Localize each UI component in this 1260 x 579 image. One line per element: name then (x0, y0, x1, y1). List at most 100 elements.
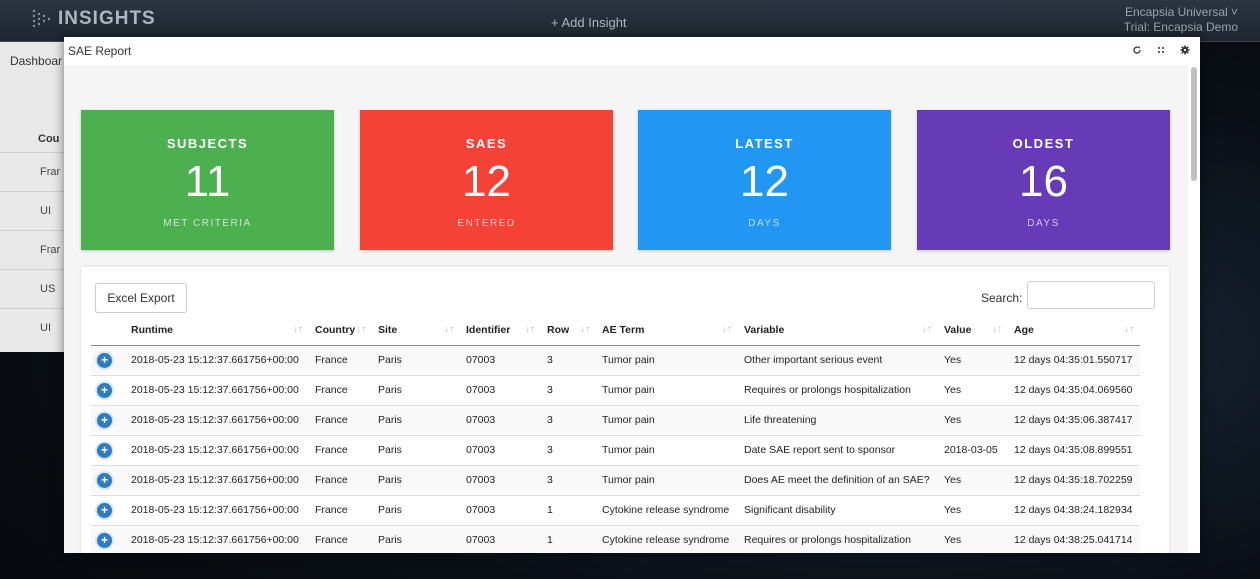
cell-identifier: 07003 (460, 494, 541, 525)
cell-identifier: 07003 (460, 434, 541, 465)
modal-header: SAE Report (64, 37, 1200, 65)
refresh-icon[interactable] (1132, 43, 1142, 57)
cell-country: France (309, 344, 372, 375)
search-input[interactable] (1027, 281, 1155, 309)
column-header-row[interactable]: Row ↓↑ (541, 315, 596, 346)
dashboard-table: Cou Frar UI Frar US UI (0, 122, 120, 347)
expand-cell: + (91, 374, 125, 405)
expand-row-icon[interactable]: + (97, 532, 112, 548)
cell-runtime: 2018-05-23 15:12:37.661756+00:00 (125, 524, 309, 553)
cell-ae-term: Tumor pain (596, 464, 738, 495)
cell-identifier: 07003 (460, 404, 541, 435)
column-header-value[interactable]: Value ↓↑ (938, 315, 1008, 346)
cell-row: 3 (541, 464, 596, 495)
scrollbar-thumb[interactable] (1191, 67, 1197, 181)
expand-column-header (91, 315, 125, 346)
cell-runtime: 2018-05-23 15:12:37.661756+00:00 (125, 344, 309, 375)
column-header-identifier[interactable]: Identifier ↓↑ (460, 315, 541, 346)
cell-value: Yes (938, 494, 1008, 525)
cell-ae-term: Cytokine release syndrome (596, 494, 738, 525)
column-header-runtime[interactable]: Runtime ↓↑ (125, 315, 309, 346)
dashboard-row: Frar (0, 152, 120, 191)
excel-export-button[interactable]: Excel Export (95, 283, 187, 313)
table-row[interactable]: +2018-05-23 15:12:37.661756+00:00 France P… (91, 494, 1140, 525)
stat-card-subtitle: MET CRITERIA (163, 218, 252, 229)
cell-runtime: 2018-05-23 15:12:37.661756+00:00 (125, 404, 309, 435)
stat-card-value: 12 (740, 157, 789, 206)
cell-site: Paris (372, 404, 460, 435)
cell-country: France (309, 464, 372, 495)
cell-country: France (309, 434, 372, 465)
dashboard-row: US (0, 269, 120, 308)
cell-variable: Life threatening (738, 404, 938, 435)
dashboard-row: UI (0, 191, 120, 230)
account-trial: Trial: Encapsia Demo (1123, 20, 1238, 34)
modal-controls (1132, 43, 1190, 57)
sae-table: Runtime ↓↑ Country ↓↑ Site ↓↑ Identifier ↓↑ … (91, 315, 1140, 553)
cell-row: 1 (541, 494, 596, 525)
cell-variable: Requires or prolongs hospitalization (738, 374, 938, 405)
cell-value: 2018-03-05 (938, 434, 1008, 465)
cell-runtime: 2018-05-23 15:12:37.661756+00:00 (125, 464, 309, 495)
expand-row-icon[interactable]: + (97, 412, 112, 428)
brand[interactable]: INSIGHTS (30, 8, 156, 30)
table-row[interactable]: +2018-05-23 15:12:37.661756+00:00 France P… (91, 404, 1140, 435)
cell-ae-term: Tumor pain (596, 374, 738, 405)
cell-site: Paris (372, 434, 460, 465)
cell-age: 12 days 04:38:25.041714 (1008, 524, 1140, 553)
expand-row-icon[interactable]: + (97, 382, 112, 398)
cell-row: 3 (541, 344, 596, 375)
table-row[interactable]: +2018-05-23 15:12:37.661756+00:00 France P… (91, 344, 1140, 375)
expand-cell: + (91, 434, 125, 465)
column-header-country[interactable]: Country ↓↑ (309, 315, 372, 346)
expand-row-icon[interactable]: + (97, 352, 112, 368)
table-row[interactable]: +2018-05-23 15:12:37.661756+00:00 France P… (91, 434, 1140, 465)
stat-card-oldest: OLDEST 16 DAYS (917, 110, 1170, 250)
modal-scrollbar[interactable] (1191, 67, 1197, 551)
cell-country: France (309, 494, 372, 525)
gear-icon[interactable] (1180, 43, 1190, 57)
add-insight-button[interactable]: + Add Insight (551, 15, 627, 30)
cell-site: Paris (372, 464, 460, 495)
cell-value: Yes (938, 344, 1008, 375)
expand-cell: + (91, 494, 125, 525)
expand-cell: + (91, 524, 125, 553)
cell-runtime: 2018-05-23 15:12:37.661756+00:00 (125, 494, 309, 525)
cell-age: 12 days 04:38:24.182934 (1008, 494, 1140, 525)
stat-card-subjects: SUBJECTS 11 MET CRITERIA (81, 110, 334, 250)
sort-icon: ↓↑ (356, 324, 366, 335)
cell-age: 12 days 04:35:18.702259 (1008, 464, 1140, 495)
column-header-age[interactable]: Age ↓↑ (1008, 315, 1140, 346)
cell-variable: Date SAE report sent to sponsor (738, 434, 938, 465)
column-header-variable[interactable]: Variable ↓↑ (738, 315, 938, 346)
sort-icon: ↓↑ (1124, 324, 1134, 335)
table-row[interactable]: +2018-05-23 15:12:37.661756+00:00 France P… (91, 464, 1140, 495)
expand-icon[interactable] (1156, 43, 1166, 57)
cell-row: 3 (541, 434, 596, 465)
expand-row-icon[interactable]: + (97, 502, 112, 518)
cell-variable: Does AE meet the definition of an SAE? (738, 464, 938, 495)
cell-value: Yes (938, 464, 1008, 495)
cell-identifier: 07003 (460, 344, 541, 375)
sort-icon: ↓↑ (580, 324, 590, 335)
expand-row-icon[interactable]: + (97, 442, 112, 458)
sae-report-modal: SAE Report SUBJECTS 11 MET CRITERIA SAES… (64, 37, 1200, 553)
cell-country: France (309, 524, 372, 553)
stat-card-title: LATEST (735, 136, 794, 151)
stat-card-title: SUBJECTS (166, 136, 249, 151)
dashboard-title: Dashboar (10, 54, 63, 68)
stat-card-title: OLDEST (1012, 136, 1075, 151)
stat-card-subtitle: ENTERED (457, 218, 516, 229)
column-header-ae-term[interactable]: AE Term ↓↑ (596, 315, 738, 346)
table-row[interactable]: +2018-05-23 15:12:37.661756+00:00 France P… (91, 374, 1140, 405)
table-row[interactable]: +2018-05-23 15:12:37.661756+00:00 France P… (91, 524, 1140, 553)
account-menu[interactable]: Encapsia Universal ˅ Trial: Encapsia Dem… (1124, 5, 1238, 35)
cell-ae-term: Tumor pain (596, 404, 738, 435)
column-header-site[interactable]: Site ↓↑ (372, 315, 460, 346)
expand-cell: + (91, 344, 125, 375)
cell-age: 12 days 04:35:04.069560 (1008, 374, 1140, 405)
expand-row-icon[interactable]: + (97, 472, 112, 488)
modal-body: SUBJECTS 11 MET CRITERIA SAES 12 ENTERED… (64, 65, 1188, 553)
stat-card-latest: LATEST 12 DAYS (638, 110, 891, 250)
cell-runtime: 2018-05-23 15:12:37.661756+00:00 (125, 374, 309, 405)
